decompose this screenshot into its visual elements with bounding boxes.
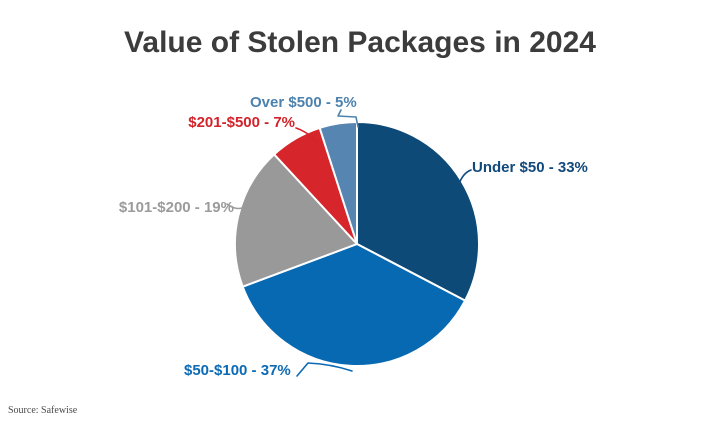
pie-slice-under-50 [356,121,480,302]
chart-title: Value of Stolen Packages in 2024 [124,26,596,59]
callout-50-100: $50-$100 - 37% [184,362,291,379]
callout-under-50: Under $50 - 33% [472,159,588,176]
leader-line-under-50 [458,169,472,185]
leader-line-50-100 [296,362,353,377]
pie-slice--50-100 [241,243,467,368]
leader-line-over-500 [337,109,359,128]
pie-slice--101-200 [233,153,358,288]
leader-line-201-500 [295,127,317,142]
callout-101-200: $101-$200 - 19% [118,199,234,216]
callout-over-500: Over $500 - 5% [250,94,357,111]
callout-201-500: $201-$500 - 7% [188,114,295,131]
pie-slices [233,121,480,368]
leader-line-101-200 [226,203,243,210]
source-note: Source: Safewise [8,405,78,416]
